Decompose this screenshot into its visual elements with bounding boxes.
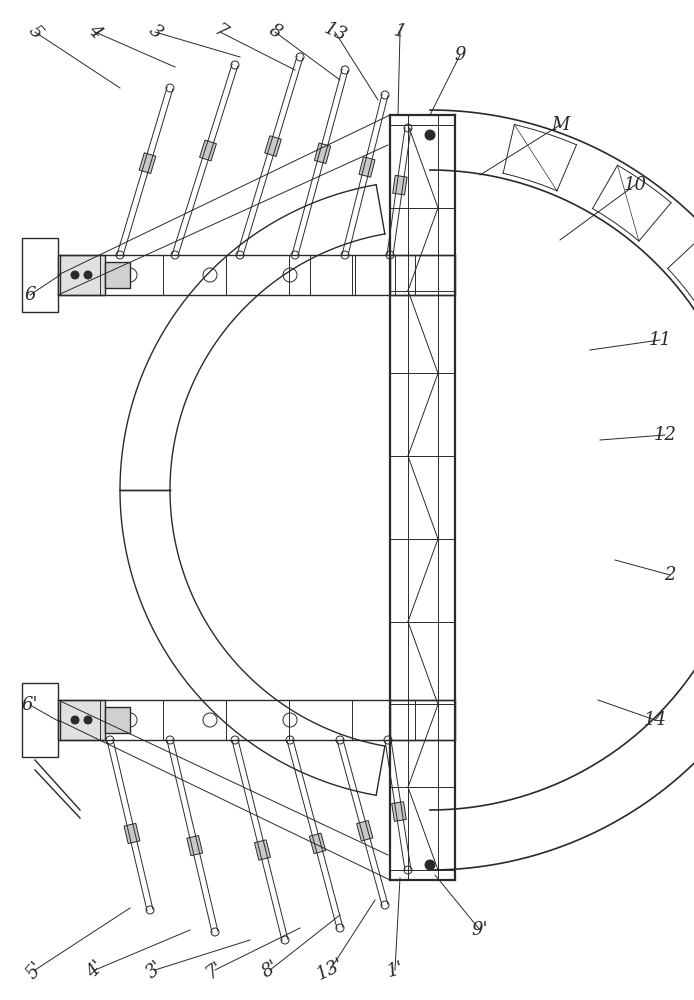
Text: 14: 14 <box>643 711 666 729</box>
Bar <box>390 255 455 295</box>
Text: 4': 4' <box>83 958 107 982</box>
Text: 12: 12 <box>654 426 677 444</box>
Text: 11: 11 <box>648 331 672 349</box>
FancyBboxPatch shape <box>264 136 281 156</box>
Circle shape <box>84 271 92 279</box>
Text: 7': 7' <box>203 958 227 982</box>
Bar <box>105 707 130 733</box>
Text: 6': 6' <box>22 696 38 714</box>
FancyBboxPatch shape <box>393 175 407 195</box>
Text: 2: 2 <box>664 566 676 584</box>
Circle shape <box>425 130 435 140</box>
FancyBboxPatch shape <box>200 140 217 161</box>
Bar <box>22 683 58 757</box>
Circle shape <box>71 716 79 724</box>
Text: 6: 6 <box>24 286 36 304</box>
Text: 3: 3 <box>145 21 165 43</box>
Bar <box>58 255 105 295</box>
Text: 4: 4 <box>85 22 105 42</box>
Bar <box>355 255 395 295</box>
Bar <box>310 255 355 295</box>
Text: 5: 5 <box>24 22 46 42</box>
FancyBboxPatch shape <box>359 157 375 177</box>
Bar <box>105 262 130 288</box>
Text: M: M <box>551 116 569 134</box>
FancyBboxPatch shape <box>124 823 140 844</box>
FancyBboxPatch shape <box>139 153 156 173</box>
Text: 13: 13 <box>321 19 349 45</box>
Circle shape <box>71 271 79 279</box>
Text: 13': 13' <box>314 956 346 984</box>
Text: 3': 3' <box>143 958 167 982</box>
FancyBboxPatch shape <box>357 820 373 841</box>
FancyBboxPatch shape <box>187 835 203 856</box>
FancyBboxPatch shape <box>255 840 271 860</box>
Text: 5': 5' <box>23 958 47 982</box>
Text: 9: 9 <box>455 46 466 64</box>
Bar <box>390 700 455 740</box>
Text: 8': 8' <box>258 958 282 982</box>
Text: 7: 7 <box>210 21 230 43</box>
Text: 10: 10 <box>623 176 647 194</box>
Text: 9': 9' <box>472 921 489 939</box>
Circle shape <box>425 860 435 870</box>
Text: 1: 1 <box>392 22 408 42</box>
Bar <box>58 700 105 740</box>
FancyBboxPatch shape <box>310 833 325 854</box>
FancyBboxPatch shape <box>314 143 330 164</box>
Bar <box>22 238 58 312</box>
Text: 1': 1' <box>384 959 405 981</box>
FancyBboxPatch shape <box>391 802 406 821</box>
Circle shape <box>84 716 92 724</box>
Text: 8: 8 <box>266 21 285 43</box>
